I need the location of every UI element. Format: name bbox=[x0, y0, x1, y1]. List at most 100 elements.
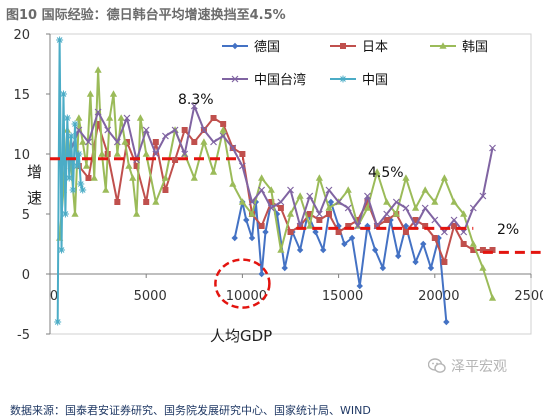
square-marker bbox=[340, 43, 346, 49]
triangle-marker bbox=[129, 174, 137, 181]
star-marker bbox=[79, 186, 87, 194]
square-marker bbox=[95, 121, 102, 127]
square-marker bbox=[220, 121, 227, 127]
x-marker bbox=[277, 198, 285, 206]
triangle-marker bbox=[229, 180, 237, 187]
star-marker bbox=[339, 75, 347, 83]
star-marker bbox=[67, 132, 75, 140]
diamond-marker bbox=[327, 198, 335, 206]
diamond-marker bbox=[231, 42, 239, 50]
axes: -5 0 5 10 15 20 0 5000 10000 15000 20000 25000 bbox=[13, 28, 543, 343]
legend-entry: 韩国 bbox=[430, 40, 488, 55]
triangle-marker bbox=[421, 186, 429, 193]
square-marker bbox=[422, 223, 429, 229]
square-marker bbox=[152, 139, 159, 145]
square-marker bbox=[441, 259, 448, 265]
y-axis-label: 增速 bbox=[27, 163, 42, 207]
diamond-marker bbox=[412, 258, 419, 266]
square-marker bbox=[383, 217, 390, 223]
square-marker bbox=[162, 187, 169, 193]
x-marker bbox=[489, 144, 496, 152]
highlight-circle bbox=[214, 258, 271, 309]
x-marker bbox=[354, 222, 362, 230]
square-marker bbox=[431, 235, 438, 241]
y-tick-label: -5 bbox=[17, 328, 30, 343]
x-tick-label: 10000 bbox=[226, 289, 267, 304]
series-4-group bbox=[54, 36, 87, 326]
triangle-marker bbox=[98, 150, 106, 157]
x-marker bbox=[383, 210, 391, 218]
star-marker bbox=[73, 162, 81, 170]
diamond-marker bbox=[248, 234, 256, 242]
diamond-marker bbox=[420, 240, 427, 248]
triangle-marker bbox=[190, 174, 198, 181]
diamond-marker bbox=[348, 234, 356, 242]
x-tick-label: 0 bbox=[50, 289, 58, 304]
diamond-marker bbox=[387, 216, 394, 224]
x-marker bbox=[325, 186, 333, 194]
x-marker bbox=[85, 138, 92, 146]
star-marker bbox=[77, 180, 85, 188]
x-marker bbox=[460, 228, 468, 236]
triangle-marker bbox=[117, 114, 125, 121]
diamond-marker bbox=[371, 246, 379, 254]
triangle-marker bbox=[258, 174, 266, 181]
x-marker bbox=[210, 138, 217, 146]
square-marker bbox=[479, 247, 486, 253]
diamond-marker bbox=[258, 270, 265, 278]
triangle-marker bbox=[132, 210, 141, 217]
triangle-marker bbox=[79, 138, 87, 145]
diamond-marker bbox=[402, 222, 410, 230]
x-tick-label: 20000 bbox=[418, 289, 459, 304]
x-marker bbox=[94, 108, 102, 116]
legend-label: 中国 bbox=[362, 73, 388, 88]
x-marker bbox=[200, 126, 208, 134]
wechat-icon bbox=[428, 358, 446, 373]
triangle-marker bbox=[344, 186, 352, 193]
diamond-marker bbox=[435, 234, 442, 242]
series-2-group bbox=[56, 66, 497, 301]
triangle-marker bbox=[315, 174, 323, 181]
triangle-marker bbox=[121, 138, 129, 145]
square-marker bbox=[345, 223, 352, 229]
triangle-marker bbox=[402, 174, 410, 181]
x-marker bbox=[440, 228, 448, 236]
legend-entry: 日本 bbox=[330, 40, 388, 55]
square-marker bbox=[239, 151, 246, 157]
triangle-marker bbox=[306, 222, 314, 229]
square-marker bbox=[316, 217, 323, 223]
plot-area bbox=[49, 33, 532, 335]
diamond-marker bbox=[281, 264, 288, 272]
annotation-label: 4.5% bbox=[368, 165, 404, 181]
diamond-marker bbox=[341, 240, 348, 248]
legend-label: 韩国 bbox=[462, 40, 488, 55]
triangle-marker bbox=[86, 90, 95, 97]
diamond-marker bbox=[243, 216, 250, 224]
triangle-marker bbox=[152, 198, 160, 205]
star-marker bbox=[69, 186, 77, 194]
triangle-marker bbox=[267, 186, 275, 193]
series-layer bbox=[54, 36, 497, 326]
triangle-marker bbox=[209, 168, 218, 175]
x-axis-label: 人均GDP bbox=[210, 327, 272, 345]
x-marker bbox=[287, 186, 294, 194]
diamond-marker bbox=[335, 222, 342, 230]
x-marker bbox=[431, 216, 439, 224]
square-marker bbox=[335, 229, 342, 235]
square-marker bbox=[451, 223, 458, 229]
diamond-marker bbox=[443, 318, 450, 326]
triangle-marker bbox=[248, 210, 256, 217]
x-marker bbox=[392, 198, 400, 206]
square-marker bbox=[470, 247, 477, 253]
x-marker bbox=[258, 186, 266, 194]
triangle-marker bbox=[90, 174, 98, 181]
x-marker bbox=[402, 204, 410, 212]
diamond-marker bbox=[273, 210, 281, 218]
triangle-marker bbox=[325, 204, 333, 211]
diamond-marker bbox=[356, 282, 363, 290]
triangle-marker bbox=[383, 198, 391, 205]
x-marker bbox=[267, 204, 275, 212]
square-marker bbox=[191, 139, 198, 145]
watermark: 泽平宏观 bbox=[428, 356, 507, 376]
x-marker bbox=[364, 192, 371, 200]
